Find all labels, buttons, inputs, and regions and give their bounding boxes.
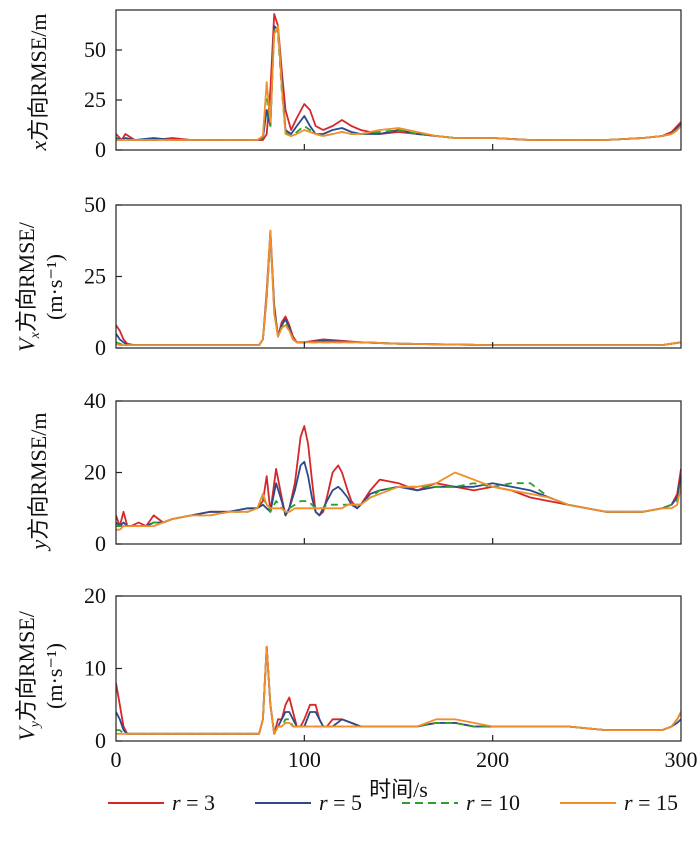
x-tick-label: 300	[665, 747, 698, 772]
series-line-r3	[116, 425, 681, 527]
y-axis-label-line2: (m·s⁻¹)	[42, 643, 67, 709]
legend: r = 3 r = 5 r = 10 r = 15	[108, 790, 678, 815]
y-axis-label: x方向RMSE/m	[26, 14, 51, 152]
y-tick-label: 25	[84, 87, 106, 112]
y-axis-label-text: y方向RMSE/m	[26, 413, 51, 552]
x-axis-label: 时间/s	[369, 777, 428, 802]
series-line-r5	[116, 460, 681, 527]
legend-entry-1: r = 3	[108, 790, 215, 815]
legend-entry-4: r = 15	[560, 790, 678, 815]
legend-label: r = 5	[319, 790, 362, 815]
x-tick-label: 100	[288, 747, 321, 772]
series-line-r15	[116, 229, 681, 347]
series-line-r3	[116, 229, 681, 347]
series-line-r3	[116, 13, 681, 141]
y-axis-label: y方向RMSE/m	[26, 413, 51, 552]
x-tick-label: 200	[476, 747, 509, 772]
series-line-r15	[116, 471, 681, 531]
y-tick-label: 50	[84, 37, 106, 62]
y-tick-label: 0	[95, 728, 106, 753]
y-tick-label: 50	[84, 192, 106, 217]
series-line-r5	[116, 645, 681, 735]
y-axis-label-text: x方向RMSE/m	[26, 14, 51, 152]
legend-label: r = 3	[172, 790, 215, 815]
y-tick-label: 0	[95, 531, 106, 556]
series-line-r3	[116, 645, 681, 735]
panel-1: 0 25 50 x方向RMSE/m	[26, 9, 682, 162]
legend-label: r = 10	[466, 790, 520, 815]
series-line-r15	[116, 645, 681, 735]
legend-entry-2: r = 5	[255, 790, 362, 815]
series-line-r10	[116, 29, 681, 141]
y-axis-label: Vy方向RMSE/(m·s⁻¹)	[14, 610, 67, 741]
series-line-r5	[116, 232, 681, 347]
plot-frame	[115, 595, 682, 742]
y-tick-label: 10	[84, 656, 106, 681]
series-line-r15	[116, 25, 681, 141]
plot-frame	[115, 204, 682, 349]
plot-frame	[115, 400, 682, 545]
chart-panels: 02550x方向RMSE/m02550Vx方向RMSE/(m·s⁻¹)02040…	[14, 9, 698, 802]
panel-3: 0 20 40 y方向RMSE/m	[26, 388, 682, 556]
series-line-r10	[116, 645, 681, 735]
legend-entry-3: r = 10	[402, 790, 520, 815]
y-axis-label-line1: Vx方向RMSE/	[14, 221, 43, 352]
y-tick-label: 20	[84, 583, 106, 608]
series-line-r10	[116, 482, 681, 527]
y-tick-label: 0	[95, 335, 106, 360]
series-line-r5	[116, 25, 681, 141]
y-tick-label: 20	[84, 460, 106, 485]
legend-label: r = 15	[624, 790, 678, 815]
y-tick-label: 0	[95, 137, 106, 162]
series-line-r10	[116, 235, 681, 347]
plot-frame	[115, 9, 682, 151]
y-tick-label: 40	[84, 388, 106, 413]
panel-2: 0 25 50 Vx方向RMSE/(m·s⁻¹)	[14, 192, 682, 360]
y-axis-label-line1: Vy方向RMSE/	[14, 610, 43, 741]
y-axis-label: Vx方向RMSE/(m·s⁻¹)	[14, 221, 67, 352]
x-tick-label: 0	[111, 747, 122, 772]
y-axis-label-line2: (m·s⁻¹)	[42, 254, 67, 320]
y-tick-label: 25	[84, 264, 106, 289]
